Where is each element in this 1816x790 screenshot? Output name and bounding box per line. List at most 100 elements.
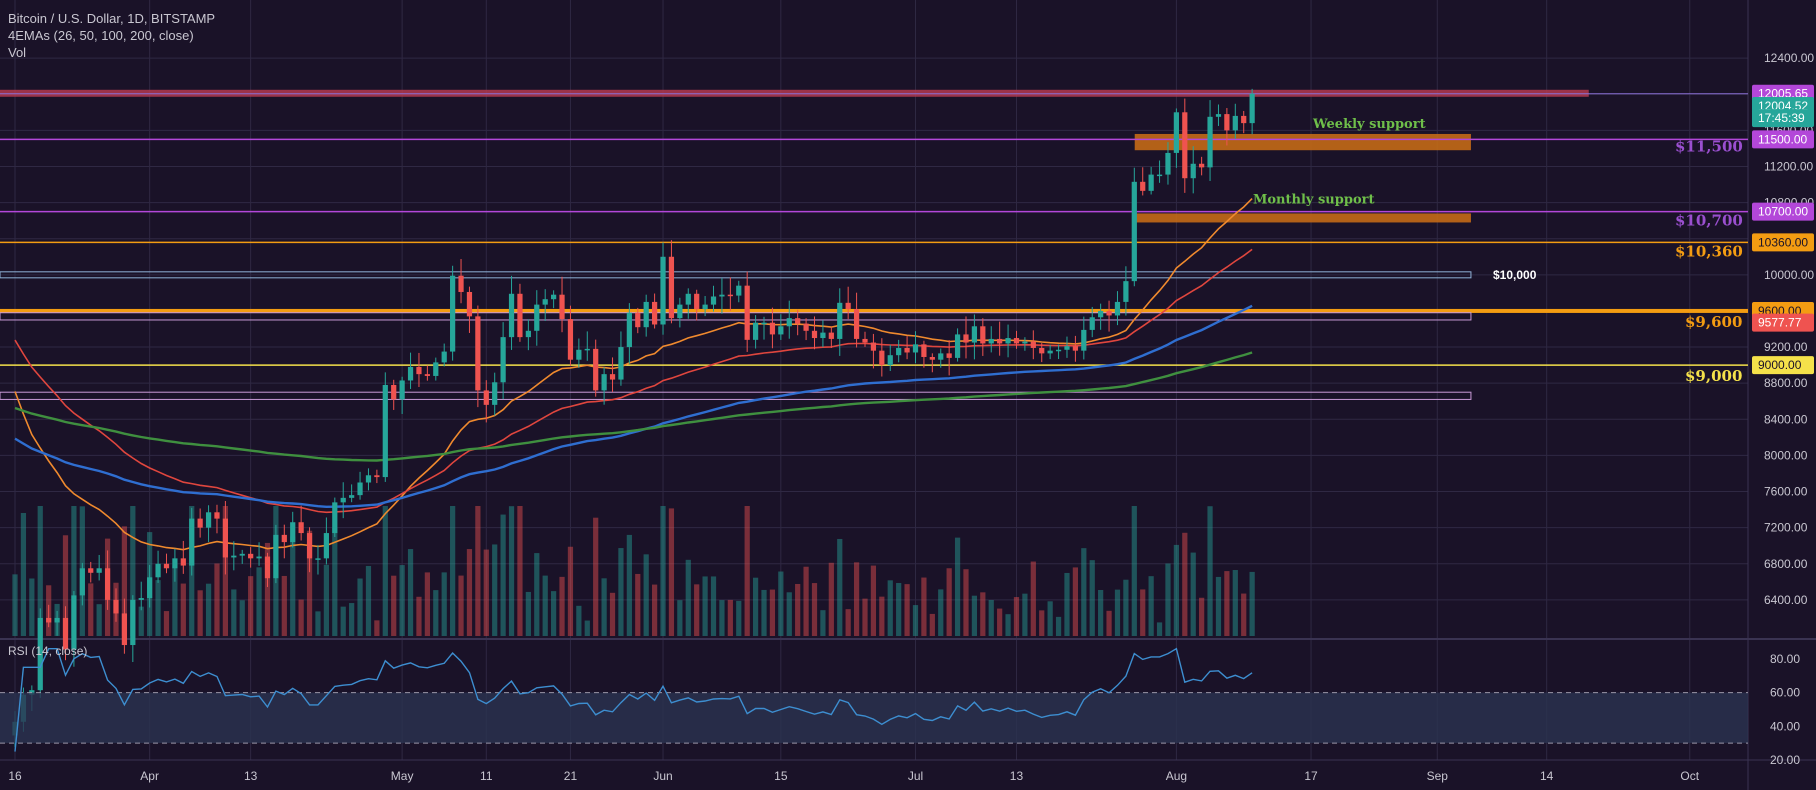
volume-bar <box>685 559 691 636</box>
candle-body <box>660 256 666 325</box>
volume-bar <box>407 549 414 636</box>
volume-indicator-label[interactable]: Vol <box>8 45 27 60</box>
volume-bar <box>1215 576 1222 636</box>
volume-bar <box>954 537 961 636</box>
rsi-indicator-label[interactable]: RSI (14, close) <box>8 644 88 658</box>
candle-body <box>222 518 229 558</box>
volume-bar <box>20 512 27 636</box>
candle-body <box>685 293 691 305</box>
candle-body <box>1232 115 1238 131</box>
candle-body <box>391 384 397 400</box>
candle-body <box>306 533 313 559</box>
symbol-title[interactable]: Bitcoin / U.S. Dollar, 1D, BITSTAMP <box>8 11 216 26</box>
time-tick-label: 21 <box>564 769 578 783</box>
volume-bar <box>719 600 725 636</box>
price-tick-label: 8800.00 <box>1764 376 1808 390</box>
volume-bar <box>1232 570 1238 636</box>
price-tick-label: 6800.00 <box>1764 557 1808 571</box>
volume-bar <box>761 589 767 636</box>
candle-body <box>357 482 363 496</box>
candle-body <box>769 322 776 335</box>
volume-bar <box>593 517 599 636</box>
candle-body <box>929 356 935 360</box>
candle-body <box>534 304 540 331</box>
candle-body <box>281 534 287 543</box>
candle-body <box>710 296 717 305</box>
candle-body <box>189 518 195 566</box>
rsi-tick-label: 60.00 <box>1770 686 1800 700</box>
volume-bar <box>37 506 43 636</box>
candle-body <box>416 366 422 375</box>
volume-bar <box>441 572 447 636</box>
price-tag-label: 9000.00 <box>1758 358 1802 372</box>
volume-bar <box>458 575 464 636</box>
candle-body <box>702 304 708 310</box>
candle-body <box>694 293 700 310</box>
candle-body <box>946 353 952 358</box>
volume-bar <box>912 605 919 636</box>
rsi-tick-label: 20.00 <box>1770 753 1800 767</box>
candle-body <box>626 312 632 348</box>
time-axis[interactable]: 16 Apr 13 May 11 21 Jun 15 Jul 13 Aug 17 Sep 14 Oct <box>8 769 1699 783</box>
volume-bar <box>323 564 329 636</box>
volume-bar <box>736 600 742 636</box>
candle-body <box>803 323 809 331</box>
volume-bar <box>870 565 877 636</box>
candle-body <box>298 522 304 534</box>
volume-bar <box>635 573 641 636</box>
candle-body <box>214 512 220 519</box>
candle-body <box>1165 152 1171 175</box>
candle-body <box>37 617 43 691</box>
candle-body <box>853 309 860 339</box>
candle-body <box>795 318 801 324</box>
volume-bar <box>155 580 161 636</box>
candle-body <box>1241 115 1247 124</box>
candle-body <box>315 558 321 560</box>
price-tick-label: 7600.00 <box>1764 485 1808 499</box>
volume-bar <box>1156 622 1163 636</box>
volume-bar <box>517 506 523 636</box>
candle-body <box>1148 174 1154 191</box>
time-tick-label: Jun <box>653 769 672 783</box>
volume-bar <box>769 589 776 636</box>
volume-bar <box>651 584 658 636</box>
volume-bar <box>752 577 759 636</box>
level-label-9000: $9,000 <box>1685 367 1742 385</box>
candle-body <box>433 362 439 376</box>
price-tick-label: 7200.00 <box>1764 521 1808 535</box>
candle-body <box>1089 317 1095 330</box>
volume-bar <box>576 605 582 636</box>
time-tick-label: Apr <box>140 769 159 783</box>
volume-bar <box>180 583 186 636</box>
volume-bar <box>1039 610 1045 636</box>
volume-bar <box>475 506 481 636</box>
candle-body <box>332 502 338 534</box>
candle-body <box>542 299 548 305</box>
price-tag-bg <box>1752 313 1814 332</box>
candle-body <box>205 512 212 528</box>
volume-bar <box>795 583 801 636</box>
volume-bar <box>500 514 506 636</box>
rsi-panel: 20.00 40.00 60.00 80.00 <box>0 647 1800 767</box>
time-tick-label: Sep <box>1427 769 1449 783</box>
candle-body <box>635 312 641 328</box>
volume-bar <box>559 576 565 636</box>
candle-body <box>1123 281 1129 302</box>
volume-bar <box>744 506 750 636</box>
candle-body <box>340 497 346 503</box>
volume-bar <box>205 583 212 636</box>
candle-body <box>786 318 792 327</box>
volume-bar <box>820 610 826 636</box>
ema-indicator-label[interactable]: 4EMAs (26, 50, 100, 200, close) <box>8 28 194 43</box>
volume-bar <box>248 576 254 636</box>
candle-body <box>820 332 826 339</box>
volume-bar <box>71 506 77 636</box>
volume-bar <box>1089 560 1095 636</box>
volume-bar <box>1047 601 1053 636</box>
candle-body <box>845 302 851 310</box>
candle-body <box>273 534 279 579</box>
candle-body <box>963 334 969 343</box>
volume-bar <box>29 578 35 636</box>
candle-body <box>761 322 767 325</box>
